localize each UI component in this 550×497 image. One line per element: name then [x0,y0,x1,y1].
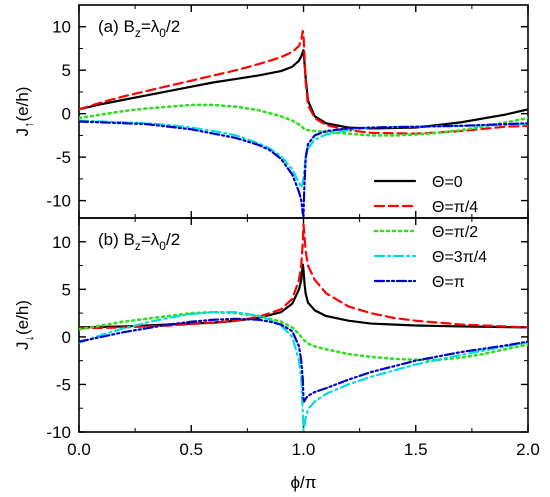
legend-label: Θ=π [432,274,465,291]
x-axis-title: ϕ/π [291,473,317,492]
series-line [79,119,528,189]
panel-label-part: =λ [141,17,160,36]
series-group [79,223,528,432]
series-line [79,103,528,137]
y-axis-title-part: (e/h) [13,87,32,122]
panel-label: (b) Bz=λ0/2 [98,230,180,253]
series-line [79,317,528,403]
series-line [79,311,528,432]
panel-label-part: 0 [159,239,166,253]
x-tick-label: 0.0 [67,440,91,459]
y-tick-label: 5 [62,280,71,299]
y-tick-label: 10 [52,233,71,252]
legend-label: Θ=0 [432,174,463,191]
y-axis-title-part: (e/h) [13,300,32,335]
x-tick-label: 2.0 [516,440,540,459]
series-line [79,310,528,362]
panel-label-part: (a) B [98,17,135,36]
y-tick-label: -10 [46,192,71,211]
x-tick-label: 1.5 [404,440,428,459]
y-axis-title-part: ↑ [21,121,36,128]
y-tick-label: 10 [52,18,71,37]
panel-label-part: (b) B [98,230,135,249]
panel-label-part: /2 [166,17,180,36]
panel-label-part: 0 [159,26,166,40]
legend-label: Θ=π/2 [432,224,478,241]
y-tick-label: -5 [56,375,71,394]
x-tick-label: 0.5 [179,440,203,459]
y-tick-label: -10 [46,423,71,442]
series-group [79,29,528,218]
y-axis-title: J↓(e/h) [13,300,36,350]
y-axis-title: J↑(e/h) [13,87,36,137]
y-tick-label: 0 [62,328,71,347]
panel-label-part: =λ [141,230,160,249]
series-line [79,49,528,130]
panel-label-part: /2 [166,230,180,249]
y-tick-label: 0 [62,105,71,124]
y-axis-title-part: ↓ [21,335,36,342]
y-tick-label: 5 [62,61,71,80]
series-line [79,223,528,330]
series-line [79,29,528,135]
legend-label: Θ=π/4 [432,199,478,216]
y-axis-title-part: J [13,341,32,350]
panel-label: (a) Bz=λ0/2 [98,17,180,40]
x-tick-label: 1.0 [292,440,316,459]
series-line [79,120,528,218]
panel-label-part: z [135,26,141,40]
y-tick-label: -5 [56,148,71,167]
y-axis-title-part: J [13,128,32,137]
legend-label: Θ=3π/4 [432,249,487,266]
panel-label-part: z [135,239,141,253]
